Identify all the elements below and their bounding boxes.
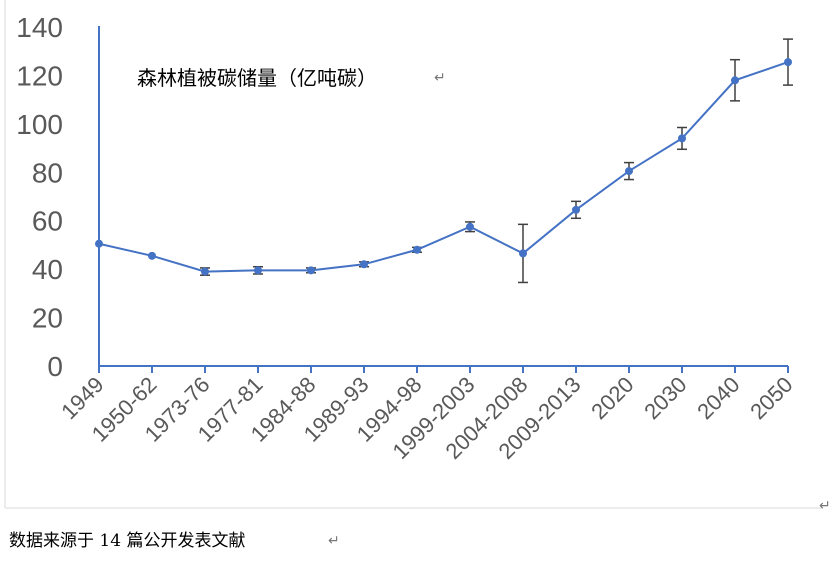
y-tick-label: 60 [32,206,63,237]
y-tick-label: 20 [32,303,63,334]
data-point [678,134,686,143]
data-point [413,245,421,254]
data-point [466,222,474,231]
x-tick-label: 2050 [745,372,797,424]
data-points [95,58,792,276]
y-tick-label: 0 [47,351,63,382]
chart-frame [4,0,822,509]
data-point [307,266,315,275]
data-point [254,266,262,275]
y-tick-label: 100 [16,109,63,140]
series-line [98,61,789,273]
frame-paragraph-mark: ↵ [819,498,831,514]
y-tick-label: 40 [32,254,63,285]
y-axis-ticks: 0 20 40 60 80 100 120 140 [16,12,63,382]
data-point [95,239,103,248]
chart-annotation: 森林植被碳储量（亿吨碳） [137,66,377,90]
data-point [201,267,209,276]
data-point [625,167,633,176]
data-point [572,205,580,214]
x-tick-label: 2040 [692,372,744,424]
series-lines [98,61,789,273]
data-point [360,260,368,269]
figure-caption: 数据来源于 14 篇公开发表文献 [9,531,245,551]
axes [98,26,789,373]
x-tick-label: 2020 [586,372,638,424]
x-axis-ticks: 19491950-621973-761977-811984-881989-931… [56,372,797,464]
data-point [148,251,156,260]
y-tick-label: 140 [16,12,63,43]
data-point [784,58,792,67]
y-tick-label: 80 [32,157,63,188]
caption-paragraph-mark: ↵ [328,533,340,549]
data-point [519,249,527,258]
y-tick-label: 120 [16,60,63,91]
x-tick-label: 2030 [639,372,691,424]
annotation-paragraph-mark: ↵ [434,70,446,86]
data-point [731,76,739,85]
